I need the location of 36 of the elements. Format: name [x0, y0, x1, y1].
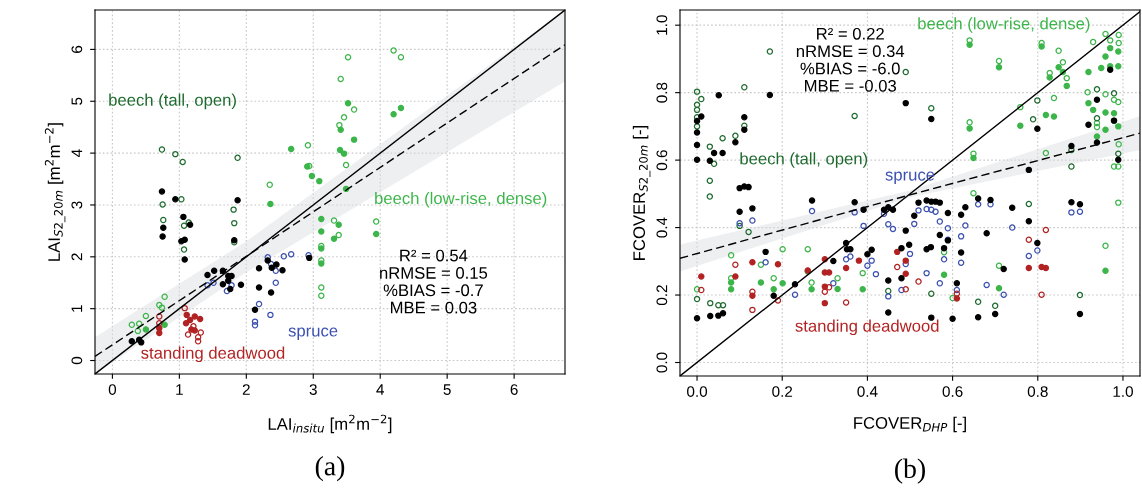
- y-axis-title: FCOVER$_{S2_20m}$ [-]: [632, 126, 651, 260]
- series-label: beech (tall, open): [740, 152, 868, 168]
- text: (a): [315, 456, 345, 482]
- x-tick-label: 0.0: [687, 386, 708, 397]
- y-tick-label: 0.4: [656, 217, 668, 238]
- y-tick-label: 0: [71, 356, 83, 365]
- x-axis-title: LAI$_{insitu}$ [m$^{2}$m$^{−2}$]: [268, 414, 392, 434]
- y-tick-label: 0.2: [656, 285, 668, 306]
- y-axis-title: LAI$_{S2_20m}$ [m$^{2}$m$^{−2}$]: [44, 123, 66, 261]
- series-label: beech (low-rise, dense): [918, 17, 1090, 33]
- x-tick-label: 0.4: [857, 386, 878, 397]
- x-tick-label: 0.8: [1027, 386, 1048, 397]
- x-tick-label: 2: [242, 384, 250, 395]
- y-tick-label: 1: [71, 305, 83, 312]
- y-tick-label: 5: [71, 97, 83, 105]
- x-tick-label: 5: [443, 384, 451, 395]
- x-tick-label: 1: [176, 384, 183, 395]
- x-tick-label: 6: [510, 384, 518, 395]
- x-tick-label: 0: [108, 384, 117, 395]
- x-tick-label: 0.2: [772, 386, 793, 397]
- y-tick-label: 2: [71, 253, 83, 261]
- y-tick-label: 6: [71, 45, 83, 53]
- y-tick-label: 4: [71, 149, 83, 158]
- x-axis-title: FCOVER$_{DHP}$ [-]: [854, 416, 966, 433]
- x-tick-label: 4: [376, 384, 385, 395]
- text: (b): [895, 458, 925, 484]
- x-tick-label: 0.6: [942, 386, 963, 397]
- y-tick-label: 3: [71, 201, 83, 209]
- x-tick-label: 3: [309, 384, 317, 395]
- y-tick-label: 0.8: [656, 82, 668, 103]
- y-tick-label: 0.0: [656, 352, 668, 373]
- series-label: standing deadwood: [795, 319, 939, 336]
- annotation: R² = 0.22 nRMSE = 0.34 %BIAS = -6.0 MBE = -0.03: [796, 27, 905, 92]
- y-tick-label: 1.0: [656, 15, 668, 35]
- x-tick-label: 1.0: [1113, 386, 1133, 397]
- y-tick-label: 0.6: [656, 150, 668, 171]
